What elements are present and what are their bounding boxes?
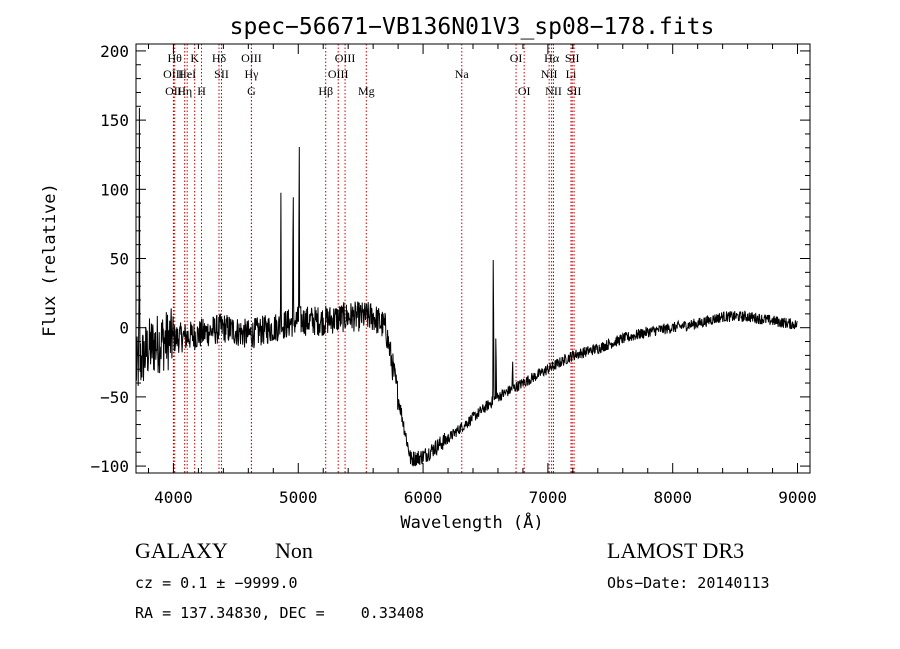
line-marker-label: SII — [214, 67, 229, 81]
class-label: GALAXY — [135, 538, 228, 563]
survey-label: LAMOST DR3 — [607, 538, 745, 563]
x-tick-label: 6000 — [404, 488, 443, 507]
line-marker-label: HeI — [178, 67, 196, 81]
line-marker-label: Hθ — [167, 51, 182, 65]
line-marker-label: G — [247, 84, 256, 98]
line-marker-label: Li — [566, 67, 577, 81]
line-marker-label: OIII — [241, 51, 262, 65]
line-marker-label: OI — [518, 84, 531, 98]
line-marker-label: OI — [510, 51, 523, 65]
y-axis-label: Flux (relative) — [40, 183, 60, 337]
y-tick-label: 150 — [100, 111, 129, 130]
line-marker-label: NII — [541, 67, 558, 81]
line-marker-label: Hγ — [244, 67, 259, 81]
x-tick-label: 4000 — [154, 488, 193, 507]
line-marker-labels: OII OIII Hθ Hη HeI K H Hδ SII OIII Hγ G Hβ OIII OIII Mg… — [163, 51, 581, 98]
line-marker-label: NII — [545, 84, 562, 98]
plot-frame — [135, 43, 811, 474]
line-marker-label: OIII — [335, 51, 356, 65]
chart-title: spec−56671−VB136N01V3_sp08−178.fits — [230, 14, 715, 40]
line-marker-label: OIII — [163, 67, 184, 81]
ra-dec-line: RA = 137.34830, DEC = 0.33408 — [135, 604, 424, 622]
x-tick-label: 5000 — [279, 488, 318, 507]
line-marker-label: H — [197, 84, 206, 98]
line-marker-label: Hη — [177, 84, 192, 98]
line-marker-label: Hβ — [318, 84, 333, 98]
y-tick-label: 200 — [100, 42, 129, 61]
axis-ticks: 4000 5000 6000 7000 8000 9000 −100 −50 0 50 100 150… — [90, 42, 816, 507]
line-marker-label: SII — [567, 84, 582, 98]
line-marker-label: Mg — [358, 84, 375, 98]
line-marker-label: Na — [455, 67, 470, 81]
x-tick-label: 8000 — [653, 488, 692, 507]
obs-date-line: Obs−Date: 20140113 — [607, 574, 770, 592]
x-axis-label: Wavelength (Å) — [400, 511, 543, 533]
x-tick-label: 7000 — [529, 488, 568, 507]
y-tick-label: 0 — [119, 319, 129, 338]
line-marker-label: K — [190, 51, 199, 65]
line-marker-label: SII — [565, 51, 580, 65]
y-tick-label: −100 — [90, 457, 129, 476]
x-tick-label: 9000 — [778, 488, 817, 507]
y-tick-label: −50 — [100, 388, 129, 407]
line-marker-group — [172, 44, 575, 473]
y-tick-label: 100 — [100, 180, 129, 199]
redshift-line: cz = 0.1 ± −9999.0 — [135, 574, 298, 592]
line-marker-label: Hα — [544, 51, 560, 65]
line-marker-label: OIII — [328, 67, 349, 81]
y-tick-label: 50 — [110, 250, 129, 269]
line-marker-label: Hδ — [212, 51, 227, 65]
spectrum-line — [135, 107, 798, 467]
line-marker-label: OII — [165, 84, 182, 98]
subclass-label: Non — [275, 538, 313, 563]
